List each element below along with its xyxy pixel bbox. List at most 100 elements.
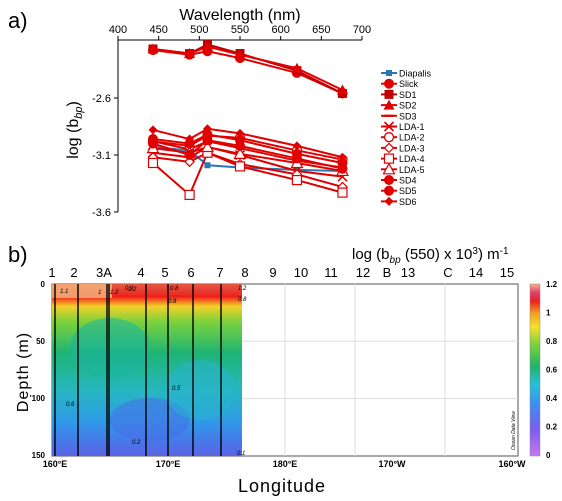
x-tick-label: 170°E — [156, 459, 181, 469]
y-axis-title: Depth (m) — [15, 332, 32, 412]
contour-label: 1.2 — [128, 287, 137, 293]
colorbar-tick-label: 0.4 — [546, 394, 558, 403]
station-label: 12 — [356, 265, 370, 280]
x-tick-label: 160°W — [498, 459, 526, 469]
station-label: 13 — [401, 265, 415, 280]
data-point — [337, 152, 347, 162]
data-point — [202, 124, 212, 134]
panel-b-title: log (bbp (550) x 103) m-1 — [352, 246, 509, 266]
data-point — [184, 150, 195, 160]
data-point — [147, 138, 158, 149]
marker-stroke — [383, 121, 395, 132]
data-point — [235, 140, 245, 151]
station-label: 10 — [294, 265, 308, 280]
data-point — [234, 161, 246, 172]
series-sd5 — [147, 135, 348, 174]
station-label: 9 — [269, 265, 276, 280]
legend-marker — [383, 121, 395, 132]
colorbar-tick-label: 0.6 — [546, 366, 558, 375]
field-patch — [110, 398, 190, 442]
data-point — [184, 48, 196, 59]
colorbar-tick-label: 1.2 — [546, 280, 558, 289]
x-tick-label: 600 — [271, 24, 289, 36]
series-sd2 — [147, 41, 348, 95]
x-tick-label: 400 — [109, 24, 127, 36]
y-tick-label: 150 — [32, 451, 46, 460]
legend: DiapalisSlickSD1SD2SD3LDA-1LDA-2LDA-3LDA… — [381, 69, 432, 207]
data-point — [204, 162, 211, 169]
watermark: Ocean Data View — [511, 411, 517, 450]
legend-item: Slick — [381, 78, 419, 89]
contour-label: 1.1 — [60, 289, 68, 295]
x-tick-label: 180°E — [273, 459, 298, 469]
legend-marker — [383, 132, 395, 143]
series-line — [152, 127, 343, 159]
series-line — [152, 45, 343, 91]
legend-item: LDA-3 — [381, 142, 425, 153]
x-tick-label: 550 — [231, 24, 249, 36]
station-label: 8 — [241, 265, 248, 280]
surface-patch — [52, 284, 112, 298]
station-label: 1 — [48, 265, 55, 280]
contour-label: 1.2 — [110, 290, 119, 296]
y-tick-label: -3.1 — [92, 150, 111, 162]
data-point — [185, 134, 195, 144]
legend-label: LDA-3 — [399, 143, 425, 153]
legend-label: SD4 — [399, 176, 417, 186]
panel-label-a: a) — [8, 8, 28, 33]
x-tick-label: 450 — [149, 24, 167, 36]
legend-marker — [384, 196, 394, 206]
y-tick-label: -3.6 — [92, 207, 111, 219]
data-point — [291, 62, 303, 73]
legend-item: SD4 — [381, 175, 417, 186]
legend-marker — [383, 153, 395, 164]
station-label: 4 — [137, 265, 144, 280]
contour-label: 1 — [98, 290, 101, 296]
data-point — [336, 84, 348, 95]
data-point — [200, 140, 214, 153]
data-point — [337, 163, 348, 174]
legend-label: Diapalis — [399, 69, 432, 79]
x-tick-label: 160°E — [43, 459, 68, 469]
legend-item: LDA-1 — [381, 121, 425, 132]
legend-marker — [382, 162, 396, 175]
legend-label: LDA-4 — [399, 154, 425, 164]
legend-marker — [384, 78, 394, 89]
colorbar-bar — [529, 283, 541, 457]
contour-label: 0.2 — [132, 440, 141, 446]
series-line — [152, 139, 343, 170]
panel-a-plot: 400 450 500 550 600 650 700 Wavelength (nm) -3.6… — [65, 7, 432, 219]
field-patch — [70, 318, 150, 378]
station-label: 11 — [324, 265, 338, 280]
legend-marker — [383, 99, 395, 110]
data-point — [337, 187, 348, 198]
data-point — [184, 156, 195, 168]
series-line — [152, 151, 343, 188]
surface-layer — [52, 284, 242, 294]
legend-label: SD6 — [399, 197, 417, 207]
series-line — [152, 146, 343, 172]
data-point — [148, 125, 158, 135]
contour-label: 0.8 — [170, 286, 179, 292]
legend-marker — [386, 70, 392, 76]
colorbar-tick-label: 0.2 — [546, 423, 558, 432]
data-point — [291, 153, 302, 164]
station-label: B — [383, 265, 392, 280]
station-label: 15 — [500, 265, 514, 280]
data-point — [292, 141, 302, 151]
legend-label: LDA-5 — [399, 165, 425, 175]
legend-label: SD3 — [399, 111, 417, 121]
colorbar: 0 0.2 0.4 0.6 0.8 1 1.2 — [529, 280, 558, 460]
series-line — [152, 140, 343, 169]
station-label: 3A — [96, 265, 112, 280]
x-tick-label: 170°W — [378, 459, 406, 469]
station-label: 5 — [161, 265, 168, 280]
legend-item: SD5 — [381, 185, 417, 196]
station-label: 2 — [70, 265, 77, 280]
legend-item: SD1 — [381, 89, 417, 100]
x-tick-label: 500 — [190, 24, 208, 36]
legend-marker — [384, 175, 394, 185]
y-tick-label: '100 — [30, 394, 46, 403]
